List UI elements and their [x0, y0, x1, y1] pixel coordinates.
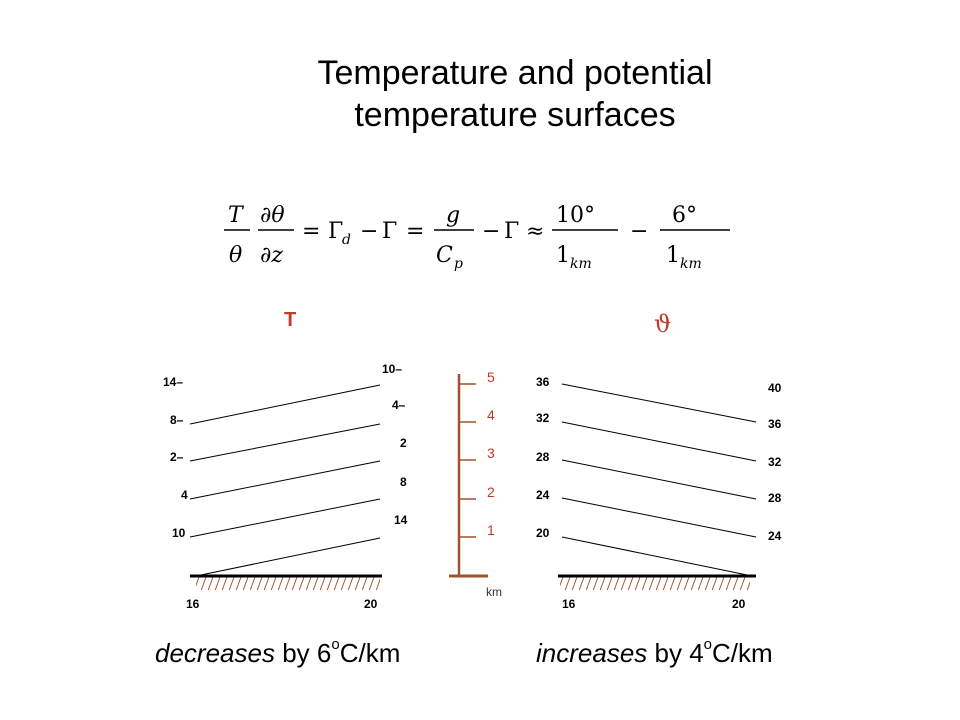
caption-increases-rest: by 4: [647, 638, 704, 668]
isotherm-line: [189, 460, 381, 500]
isentrope-line: [561, 536, 753, 577]
left-label: 2–: [170, 450, 184, 464]
temperature-heading: T: [284, 309, 296, 331]
caption-decreases-rest: by 6: [274, 638, 332, 668]
eq-gamma-d: Γ: [328, 219, 343, 244]
scale-label: 2: [487, 484, 495, 500]
eq-cp-sub: p: [454, 256, 463, 272]
left-label: 24: [536, 488, 550, 502]
height-scale: 5 4 3 2 1 km: [449, 369, 502, 599]
scale-label: 5: [487, 369, 495, 385]
bottom-label: 20: [732, 597, 746, 611]
bottom-label: 16: [562, 597, 576, 611]
temperature-panel: 14– 8– 2– 4 10 10– 4– 2 8 14 16 20: [163, 362, 408, 611]
eq-den2: 1: [666, 243, 680, 268]
left-label: 4: [181, 488, 188, 502]
eq-n1: 10°: [556, 203, 595, 228]
eq-den1-sub: km: [570, 256, 592, 272]
caption-increases-italic: increases: [536, 638, 648, 668]
isentrope-line: [561, 459, 757, 500]
eq-cp: C: [436, 243, 453, 268]
scale-label: 4: [487, 407, 495, 423]
eq-gamma: Γ: [382, 219, 397, 244]
scale-label: 1: [487, 522, 495, 538]
isotherm-line: [189, 423, 381, 462]
svg-text:=: =: [302, 219, 320, 244]
caption-decreases-degree: o: [331, 636, 340, 653]
svg-text:≈: ≈: [526, 219, 544, 244]
title-line-1: Temperature and potential: [317, 54, 713, 92]
eq-dtheta: ∂θ: [260, 203, 285, 228]
ground-hatch: [560, 577, 750, 590]
caption-increases: increases by 4oC/km: [536, 636, 773, 669]
eq-den2-sub: km: [680, 256, 702, 272]
right-label: 36: [768, 417, 782, 431]
isotherm-line: [195, 537, 381, 577]
right-label: 2: [400, 436, 407, 450]
left-label: 8–: [170, 413, 184, 427]
bottom-label: 20: [364, 597, 378, 611]
potential-temperature-heading: ϑ: [654, 310, 671, 338]
right-label: 28: [768, 491, 782, 505]
right-label: 14: [394, 513, 408, 527]
right-label: 4–: [392, 398, 406, 412]
left-label: 14–: [163, 375, 183, 389]
bottom-label: 16: [186, 597, 200, 611]
caption-increases-unit: C/km: [712, 638, 773, 668]
caption-decreases: decreases by 6oC/km: [155, 636, 401, 669]
slide-title: Temperature and potential temperature su…: [0, 52, 960, 136]
eq-g: g: [446, 203, 460, 228]
eq-lhs-den: θ: [229, 243, 242, 268]
caption-decreases-italic: decreases: [155, 638, 275, 668]
right-label: 8: [400, 475, 407, 489]
isentrope-line: [561, 383, 757, 423]
eq-n2: 6°: [672, 203, 697, 228]
caption-increases-degree: o: [703, 636, 712, 653]
potential-temperature-panel: 36 32 28 24 20 40 36 32 28 24 16 20: [536, 375, 782, 611]
eq-dz: ∂z: [260, 243, 283, 268]
scale-label: 3: [487, 445, 495, 461]
left-label: 28: [536, 450, 550, 464]
title-line-2: temperature surfaces: [354, 96, 676, 134]
svg-text:−: −: [630, 219, 648, 244]
caption-decreases-unit: C/km: [339, 638, 401, 668]
eq-lhs-num: T: [228, 203, 245, 228]
right-label: 40: [768, 381, 782, 395]
isotherm-line: [189, 384, 381, 425]
isotherm-line: [189, 498, 381, 538]
right-label: 32: [768, 455, 782, 469]
svg-text:=: =: [406, 219, 424, 244]
left-label: 36: [536, 375, 550, 389]
svg-text:−: −: [482, 219, 500, 244]
lapse-rate-equation: T θ ∂θ ∂z = Γ d − Γ = g C p − Γ ≈ 10° 1 …: [224, 203, 730, 272]
eq-den1: 1: [556, 243, 570, 268]
isentrope-line: [561, 497, 757, 538]
svg-text:−: −: [360, 219, 378, 244]
right-label: 10–: [382, 362, 402, 376]
eq-sub-d: d: [342, 232, 351, 248]
left-label: 10: [172, 526, 186, 540]
svg-text:Γ: Γ: [504, 219, 519, 244]
scale-unit: km: [486, 585, 502, 599]
right-label: 24: [768, 529, 782, 543]
left-label: 20: [536, 526, 550, 540]
ground-hatch: [196, 577, 380, 590]
left-label: 32: [536, 411, 550, 425]
isentrope-line: [561, 421, 757, 462]
